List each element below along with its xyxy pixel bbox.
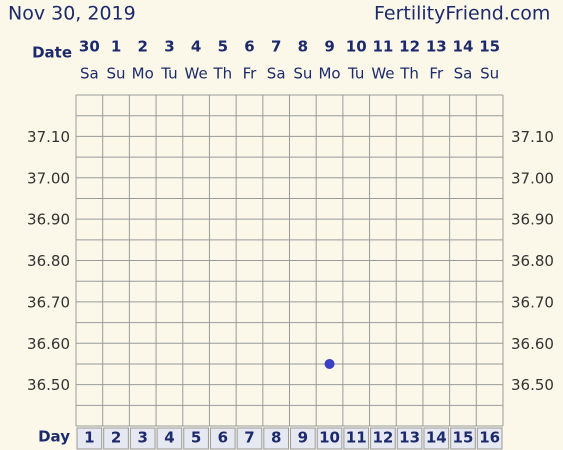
day-number: 12 — [372, 429, 393, 447]
day-number: 8 — [271, 429, 281, 447]
day-cell — [236, 427, 263, 450]
weekday-label: Sa — [80, 65, 99, 83]
y2-tick-label: 36.70 — [511, 293, 554, 311]
date-label: 4 — [191, 38, 201, 56]
weekday-label: Fr — [243, 65, 258, 83]
chart-title: Nov 30, 2019 — [8, 3, 136, 25]
date-label: 14 — [453, 38, 474, 56]
date-label: Date — [32, 44, 72, 62]
day-number: 15 — [453, 429, 474, 447]
weekday-label: We — [185, 65, 208, 83]
weekday-label: Fr — [429, 65, 444, 83]
day-cell — [396, 427, 423, 450]
day-cell — [343, 427, 370, 450]
day-cell — [450, 427, 476, 450]
day-cell — [263, 427, 289, 450]
weekday-label: Tu — [160, 65, 177, 83]
weekday-label: Mo — [132, 65, 154, 83]
date-label: 2 — [138, 38, 148, 56]
y2-tick-label: 36.50 — [511, 376, 554, 394]
day-cell — [423, 427, 450, 450]
date-label: 15 — [479, 38, 500, 56]
date-label: 13 — [426, 38, 447, 56]
y2-tick-label: 36.90 — [511, 211, 554, 229]
weekday-label: Mo — [318, 65, 340, 83]
day-cell — [76, 427, 103, 450]
day-cell — [183, 427, 209, 450]
weekday-label: Su — [293, 65, 312, 83]
day-number: 10 — [319, 429, 340, 447]
day-number: 4 — [164, 429, 174, 447]
date-label: 8 — [298, 38, 308, 56]
date-label: 9 — [324, 38, 334, 56]
day-number: 6 — [218, 429, 228, 447]
day-number: 13 — [399, 429, 420, 447]
day-cell — [476, 427, 503, 450]
date-label: 30 — [79, 38, 100, 56]
y-tick-label: 36.50 — [27, 376, 70, 394]
day-number: 9 — [298, 429, 308, 447]
day-cell — [370, 427, 396, 450]
y2-tick-label: 37.00 — [511, 169, 554, 187]
temperature-point — [324, 358, 335, 369]
y-tick-label: 37.00 — [27, 169, 70, 187]
day-cell — [209, 427, 236, 450]
date-label: 10 — [346, 38, 367, 56]
day-cell — [316, 427, 343, 450]
day-number: 11 — [346, 429, 367, 447]
day-number: 3 — [138, 429, 148, 447]
day-number: 1 — [84, 429, 94, 447]
site-name: FertilityFriend.com — [374, 3, 550, 25]
weekday-label: Sa — [267, 65, 286, 83]
weekday-label: Su — [480, 65, 499, 83]
day-cell — [103, 427, 129, 450]
weekday-label: Tu — [347, 65, 364, 83]
day-label: Day — [38, 428, 70, 446]
date-label: 12 — [399, 38, 420, 56]
day-number: 14 — [426, 429, 447, 447]
date-label: 1 — [111, 38, 121, 56]
weekday-label: We — [371, 65, 394, 83]
weekday-label: Th — [399, 65, 419, 83]
y-tick-label: 37.10 — [27, 128, 70, 146]
date-label: 3 — [164, 38, 174, 56]
y-tick-label: 36.90 — [27, 211, 70, 229]
y-tick-label: 36.70 — [27, 293, 70, 311]
weekday-label: Su — [107, 65, 126, 83]
day-cell — [290, 427, 316, 450]
weekday-label: Sa — [454, 65, 473, 83]
date-label: 5 — [218, 38, 228, 56]
y-tick-label: 36.60 — [27, 335, 70, 353]
weekday-label: Th — [212, 65, 232, 83]
day-number: 16 — [479, 429, 500, 447]
y-tick-label: 36.80 — [27, 252, 70, 270]
y2-tick-label: 37.10 — [511, 128, 554, 146]
date-label: 6 — [244, 38, 254, 56]
day-cell — [156, 427, 183, 450]
day-number: 5 — [191, 429, 201, 447]
date-label: 7 — [271, 38, 281, 56]
day-cell — [129, 427, 156, 450]
y2-tick-label: 36.80 — [511, 252, 554, 270]
date-label: 11 — [372, 38, 393, 56]
day-number: 2 — [111, 429, 121, 447]
day-number: 7 — [244, 429, 254, 447]
y2-tick-label: 36.60 — [511, 335, 554, 353]
